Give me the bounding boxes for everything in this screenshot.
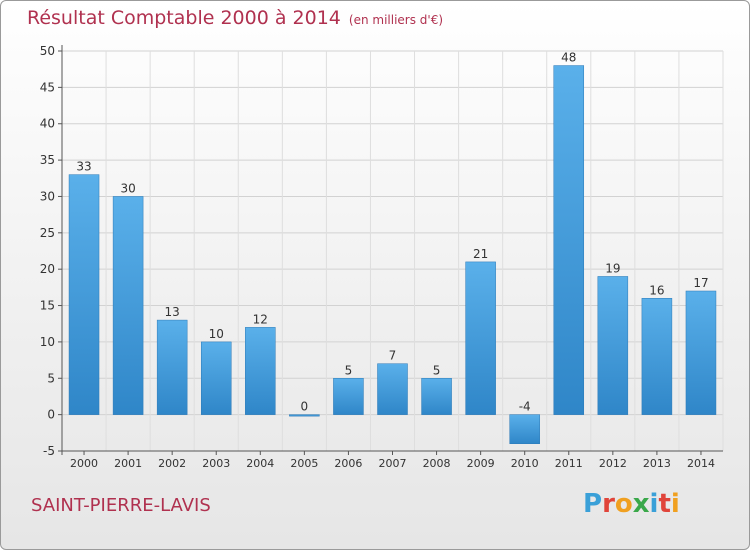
bar-2011 [553,65,585,415]
commune-name: SAINT-PIERRE-LAVIS [31,495,211,516]
x-tick-label-2001: 2001 [114,457,142,470]
bar-2009 [465,261,496,415]
logo-letter: r [602,489,615,519]
data-label-2000: 33 [76,160,91,174]
logo-letter: i [670,489,680,519]
bar-2007 [377,363,408,415]
data-label-2002: 13 [165,305,180,319]
data-label-2007: 7 [389,349,397,363]
data-label-2005: 0 [301,400,309,414]
x-tick-label-2000: 2000 [70,457,98,470]
y-tick-label: 15 [40,299,55,313]
data-label-2010: -4 [519,400,531,414]
y-tick-label: 25 [40,226,55,240]
x-tick-label-2002: 2002 [158,457,186,470]
chart-title-text: Résultat Comptable 2000 à 2014 [27,7,341,29]
y-tick-label: 5 [47,371,55,385]
logo-letter: x [632,489,650,519]
bar-2000 [68,174,100,415]
x-tick-label-2013: 2013 [643,457,671,470]
x-tick-label-2011: 2011 [555,457,583,470]
y-tick-label: 35 [40,153,55,167]
bar-2001 [112,196,144,415]
x-tick-label-2007: 2007 [379,457,407,470]
y-tick-label: 30 [40,189,55,203]
y-tick-label: 20 [40,262,55,276]
logo-letter: P [583,489,603,519]
bar-2006 [333,378,364,415]
bar-2002 [156,319,188,415]
logo-letter: t [658,489,671,519]
x-tick-label-2008: 2008 [423,457,451,470]
data-label-2011: 48 [561,51,576,65]
bar-2008 [421,378,452,415]
x-tick-label-2006: 2006 [334,457,362,470]
x-tick-label-2004: 2004 [246,457,274,470]
bar-2003 [200,341,232,415]
data-label-2001: 30 [120,181,135,195]
y-tick-label: 0 [47,408,55,422]
x-tick-label-2010: 2010 [511,457,539,470]
x-tick-label-2014: 2014 [687,457,715,470]
chart-title: Résultat Comptable 2000 à 2014 (en millie… [27,7,443,29]
y-tick-label: 45 [40,80,55,94]
bar-2014 [685,290,717,415]
chart-subtitle: (en milliers d'€) [348,13,444,27]
bar-2010 [509,414,540,444]
bar-2013 [641,298,673,415]
x-tick-label-2003: 2003 [202,457,230,470]
logo-letter: o [614,489,633,519]
x-tick-label-2012: 2012 [599,457,627,470]
logo-letter: i [649,489,659,519]
bar-2012 [597,276,629,415]
bar-2005 [289,414,320,417]
data-label-2003: 10 [209,327,224,341]
x-tick-label-2009: 2009 [467,457,495,470]
data-label-2009: 21 [473,247,488,261]
data-label-2006: 5 [345,363,353,377]
proxiti-logo: Proxiti [583,489,680,519]
bar-2004 [245,327,276,415]
data-label-2012: 19 [605,261,620,275]
data-label-2013: 16 [649,283,664,297]
x-tick-label-2005: 2005 [290,457,318,470]
y-tick-label: -5 [43,444,55,458]
y-tick-label: 50 [40,44,55,58]
data-label-2004: 12 [253,312,268,326]
data-label-2014: 17 [693,276,708,290]
y-tick-label: 10 [40,335,55,349]
y-tick-label: 40 [40,117,55,131]
data-label-2008: 5 [433,363,441,377]
